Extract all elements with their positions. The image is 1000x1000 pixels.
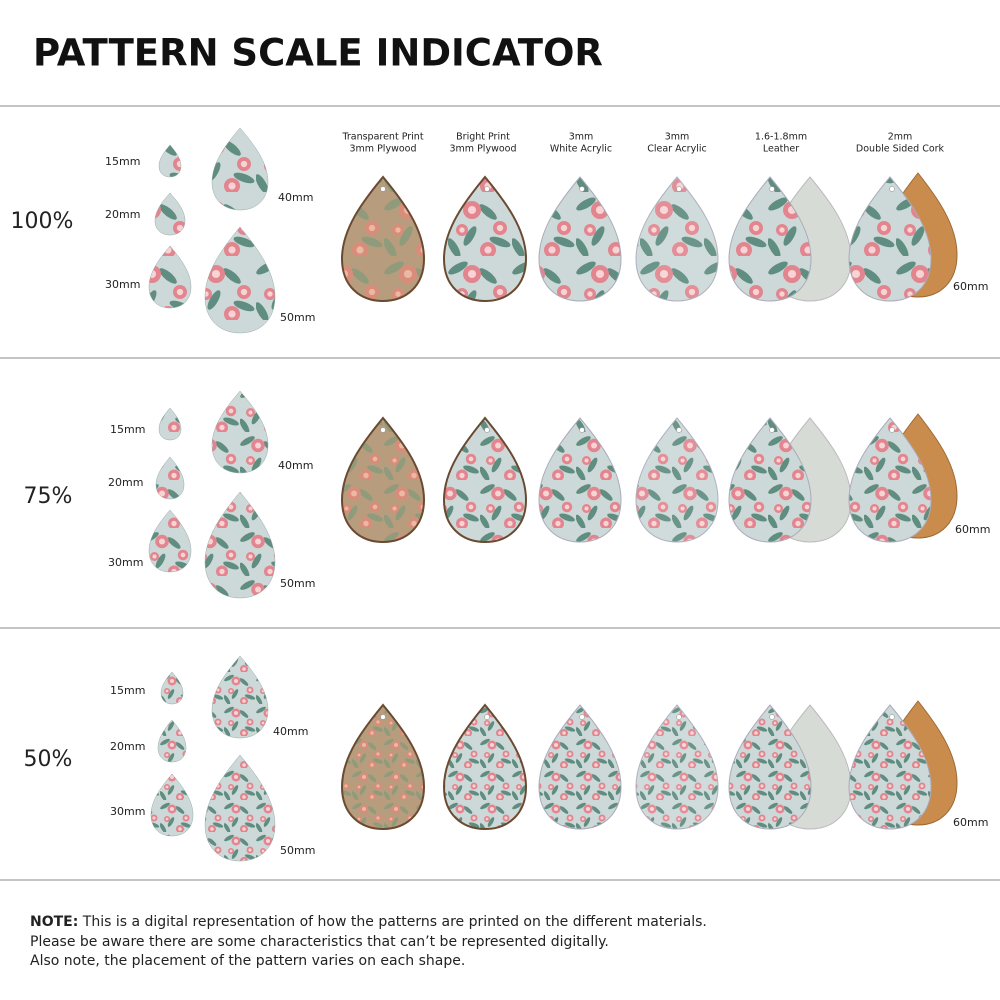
- material-label: 2mm: [888, 132, 913, 143]
- small-drop: [211, 390, 269, 474]
- size-label: 60mm: [955, 523, 990, 536]
- small-drop: [148, 245, 192, 309]
- note-text: This is a digital representation of how …: [82, 914, 707, 930]
- scale-label: 75%: [24, 484, 73, 509]
- size-label: 40mm: [278, 459, 313, 472]
- earring-drop: [728, 704, 812, 830]
- size-label: 15mm: [110, 684, 145, 697]
- small-drop: [160, 671, 184, 705]
- material-label: Double Sided Cork: [856, 144, 945, 155]
- size-label: 20mm: [108, 476, 143, 489]
- earring-drop: [442, 703, 528, 831]
- material-label: 3mm Plywood: [450, 144, 517, 155]
- material-label: 3mm: [569, 132, 594, 143]
- hole: [676, 427, 682, 433]
- earring-drop: [340, 175, 426, 303]
- hole: [579, 427, 585, 433]
- note-line: NOTE: This is a digital representation o…: [30, 914, 707, 930]
- small-drop: [204, 491, 276, 599]
- size-label: 60mm: [953, 280, 988, 293]
- size-label: 20mm: [105, 208, 140, 221]
- earring-drop: [442, 416, 528, 544]
- title: PATTERN SCALE INDICATOR: [33, 32, 603, 75]
- hole: [676, 714, 682, 720]
- material-label: Leather: [763, 144, 799, 155]
- small-drop: [157, 719, 187, 763]
- small-drop: [158, 144, 182, 178]
- earring-drop: [538, 176, 622, 302]
- hole: [380, 714, 386, 720]
- note-label: NOTE:: [30, 914, 78, 930]
- material-label: Transparent Print: [341, 132, 423, 143]
- hole: [380, 186, 386, 192]
- size-label: 15mm: [110, 423, 145, 436]
- small-drop: [150, 773, 194, 837]
- small-drop: [204, 754, 276, 862]
- small-drop: [211, 655, 269, 739]
- small-drop: [155, 456, 185, 500]
- material-label: 1.6-1.8mm: [755, 132, 807, 143]
- hole: [579, 186, 585, 192]
- small-drop: [211, 127, 269, 211]
- material-label: 3mm: [665, 132, 690, 143]
- small-drop: [204, 226, 276, 334]
- hole: [769, 186, 775, 192]
- earring-drop: [340, 416, 426, 544]
- size-label: 50mm: [280, 577, 315, 590]
- size-label: 30mm: [108, 556, 143, 569]
- earring-drop: [848, 417, 932, 543]
- earring-drop: [728, 176, 812, 302]
- hole: [769, 427, 775, 433]
- hole: [889, 427, 895, 433]
- hole: [484, 427, 490, 433]
- small-drop: [148, 509, 192, 573]
- hole: [889, 186, 895, 192]
- material-label: White Acrylic: [550, 144, 612, 155]
- scale-label: 50%: [24, 747, 73, 772]
- size-label: 30mm: [110, 805, 145, 818]
- scale-label: 100%: [11, 209, 74, 234]
- hole: [484, 714, 490, 720]
- material-label: Clear Acrylic: [647, 144, 706, 155]
- small-drop: [154, 192, 186, 236]
- note-line: Please be aware there are some character…: [30, 934, 609, 950]
- earring-drop: [635, 417, 719, 543]
- earring-drop: [635, 176, 719, 302]
- size-label: 40mm: [273, 725, 308, 738]
- hole: [380, 427, 386, 433]
- material-label: 3mm Plywood: [350, 144, 417, 155]
- hole: [676, 186, 682, 192]
- size-label: 50mm: [280, 844, 315, 857]
- material-label: Bright Print: [456, 132, 510, 143]
- hole: [484, 186, 490, 192]
- earring-drop: [848, 704, 932, 830]
- size-label: 20mm: [110, 740, 145, 753]
- hole: [769, 714, 775, 720]
- earring-drop: [728, 417, 812, 543]
- size-label: 60mm: [953, 816, 988, 829]
- hole: [889, 714, 895, 720]
- size-label: 40mm: [278, 191, 313, 204]
- earring-drop: [538, 704, 622, 830]
- earring-drop: [340, 703, 426, 831]
- size-label: 50mm: [280, 311, 315, 324]
- size-label: 15mm: [105, 155, 140, 168]
- earring-drop: [538, 417, 622, 543]
- small-drop: [158, 407, 182, 441]
- earring-drop: [635, 704, 719, 830]
- hole: [579, 714, 585, 720]
- earring-drop: [442, 175, 528, 303]
- size-label: 30mm: [105, 278, 140, 291]
- note-line: Also note, the placement of the pattern …: [30, 953, 465, 969]
- earring-drop: [848, 176, 932, 302]
